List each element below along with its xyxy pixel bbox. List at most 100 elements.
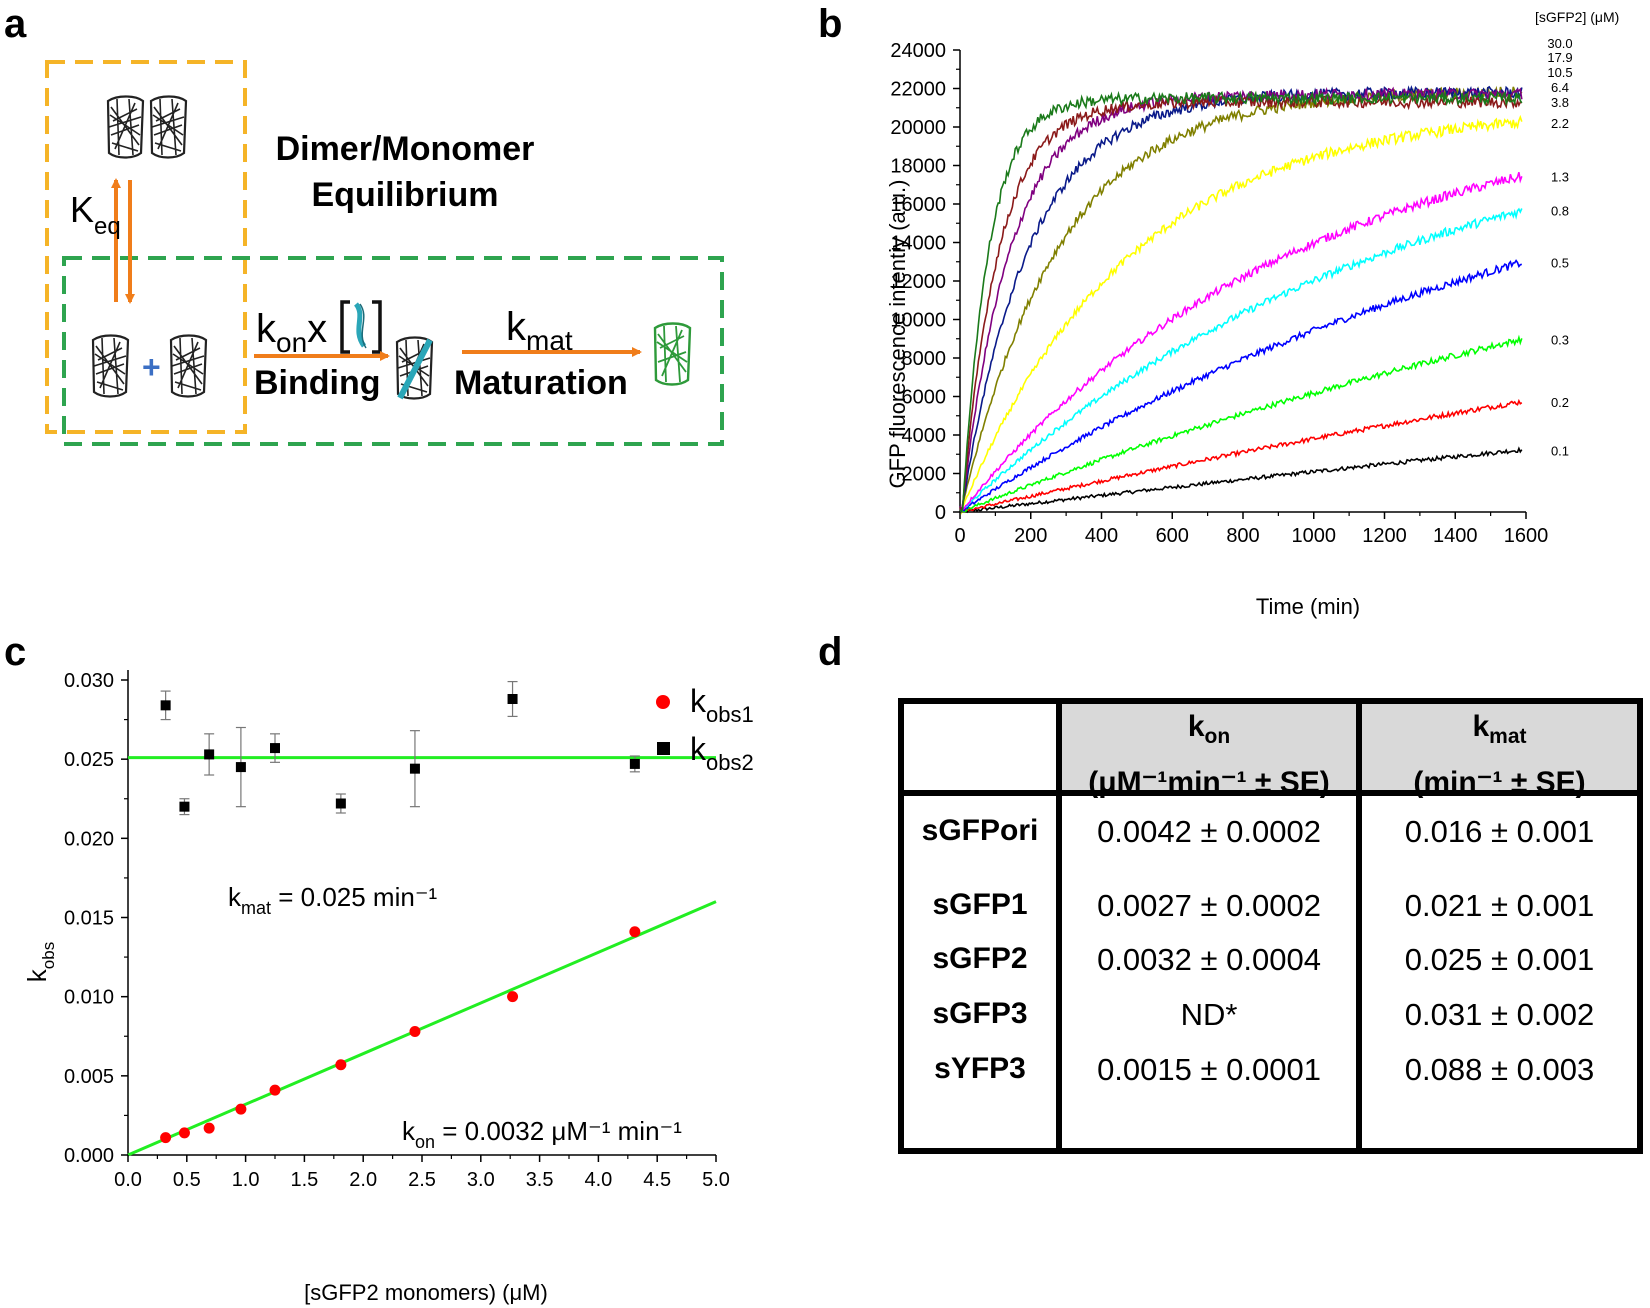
c-kobs2-point [204, 749, 215, 760]
b-y-tick-label: 22000 [890, 79, 946, 101]
b-series-label: 0.5 [1551, 255, 1569, 270]
b-series-line [959, 85, 1523, 513]
b-series-line [959, 446, 1523, 514]
b-series-label: 0.2 [1551, 395, 1569, 410]
c-kobs2-point [235, 762, 246, 773]
legend-kobs2-label: kobs2 [690, 731, 754, 775]
b-series-label: 2.2 [1551, 116, 1569, 131]
b-series-line [959, 90, 1523, 514]
legend-kobs1-label: kobs1 [690, 683, 754, 727]
header-kmat: kmat (min⁻¹ ± SE) [1413, 710, 1586, 799]
header-kon: kon (μM⁻¹min⁻¹ ± SE) [1088, 710, 1330, 799]
keq-label: Keq [70, 189, 121, 240]
c-kobs1-point [269, 1084, 281, 1096]
panel-a-scheme: Keq + konx Binding kmat Maturation Dimer… [45, 60, 724, 446]
b-y-tick-label: 20000 [890, 117, 946, 139]
b-y-tick-label: 24000 [890, 40, 946, 62]
row-kon: 0.0042 ± 0.0002 [1097, 814, 1321, 849]
c-x-tick-label: 4.5 [643, 1169, 671, 1191]
row-kmat: 0.031 ± 0.002 [1404, 997, 1595, 1032]
b-x-tick-label: 1000 [1292, 525, 1337, 547]
row-name: sGFP2 [932, 942, 1028, 975]
c-x-tick-label: 3.0 [467, 1169, 495, 1191]
b-y-tick-label: 14000 [890, 233, 946, 255]
panel-letter-a: a [4, 2, 27, 46]
row-kmat: 0.016 ± 0.001 [1404, 814, 1595, 849]
c-kobs1-point [203, 1122, 215, 1134]
b-x-tick-label: 400 [1085, 525, 1118, 547]
row-kmat: 0.025 ± 0.001 [1404, 942, 1595, 977]
b-y-tick-label: 16000 [890, 194, 946, 216]
b-series-label: 1.3 [1551, 169, 1569, 184]
row-name: sGFP3 [932, 997, 1028, 1030]
b-x-tick-label: 0 [954, 525, 965, 547]
row-kon: 0.0032 ± 0.0004 [1097, 942, 1321, 977]
panel-letter-d: d [818, 630, 843, 674]
b-series-line [959, 334, 1523, 513]
row-kmat: 0.021 ± 0.001 [1404, 888, 1595, 923]
c-kobs2-point [629, 758, 640, 769]
dimer-monomer-box [45, 60, 247, 434]
c-y-tick-label: 0.005 [64, 1066, 114, 1088]
b-y-tick-label: 0 [935, 502, 946, 524]
panel-letter-c: c [4, 630, 27, 674]
c-x-tick-label: 0.0 [114, 1169, 142, 1191]
binding-label: Binding [254, 364, 381, 402]
b-y-tick-label: 4000 [902, 425, 947, 447]
c-kobs1-point [178, 1127, 190, 1139]
c-x-tick-label: 2.0 [349, 1169, 377, 1191]
kon-annotation: kon = 0.0032 μM⁻¹ min⁻¹ [402, 1116, 682, 1152]
b-series-label: 17.9 [1547, 50, 1572, 65]
b-series-line [959, 85, 1523, 512]
b-x-tick-label: 1200 [1362, 525, 1407, 547]
legend-kobs2-marker [657, 742, 670, 755]
c-kobs2-point [160, 700, 171, 711]
scheme-title-line1: Dimer/Monomer [276, 130, 535, 168]
bound-complex-icon [395, 336, 434, 400]
c-kobs2-point [507, 694, 518, 704]
b-series-line [959, 86, 1523, 513]
c-kobs1-point [507, 991, 519, 1003]
row-name: sGFPori [921, 814, 1039, 847]
b-series-label: 0.8 [1551, 204, 1569, 219]
b-series-line [959, 114, 1523, 515]
row-kon: 0.0015 ± 0.0001 [1097, 1052, 1321, 1087]
b-x-axis-label: Time (min) [1256, 594, 1360, 619]
panel-d-table: kon (μM⁻¹min⁻¹ ± SE) kmat (min⁻¹ ± SE) s… [898, 698, 1643, 1154]
peptide-bracket-icon [340, 300, 382, 354]
c-kobs2-point [179, 801, 190, 812]
row-kmat: 0.088 ± 0.003 [1404, 1052, 1595, 1087]
c-x-tick-label: 4.0 [584, 1169, 612, 1191]
panel-c-chart: 0.0 0.5 1.0 1.5 2.0 2.5 3.0 3.5 4.0 4.5 5.0 0.000 0.… [22, 670, 754, 1305]
b-series-line [959, 259, 1523, 513]
b-y-tick-label: 2000 [902, 464, 947, 486]
b-x-tick-label: 200 [1014, 525, 1047, 547]
c-kobs1-point [235, 1103, 247, 1115]
b-series-line [959, 93, 1523, 513]
c-y-tick-label: 0.030 [64, 670, 114, 692]
kon-label: konx [256, 307, 327, 358]
c-fit-kon-line [127, 900, 717, 1157]
c-kobs2-point [335, 798, 346, 809]
b-y-tick-label: 18000 [890, 156, 946, 178]
scheme-title-line2: Equilibrium [312, 176, 499, 214]
panel-letter-b: b [818, 2, 843, 46]
c-x-tick-label: 2.5 [408, 1169, 436, 1191]
b-series-line [959, 398, 1523, 513]
row-name: sYFP3 [934, 1052, 1026, 1085]
row-name: sGFP1 [932, 888, 1028, 921]
panel-b-chart: 0 200 400 600 800 1000 1200 1400 160002000400060… [885, 9, 1619, 619]
c-kobs1-point [335, 1059, 347, 1071]
row-kon: 0.0027 ± 0.0002 [1097, 888, 1321, 923]
c-x-tick-label: 1.0 [232, 1169, 260, 1191]
c-kobs2-point [270, 743, 280, 754]
b-x-tick-label: 1400 [1433, 525, 1478, 547]
b-y-tick-label: 8000 [902, 348, 947, 370]
c-y-tick-label: 0.000 [64, 1145, 114, 1167]
c-kobs1-point [629, 926, 641, 938]
b-series-line [959, 171, 1523, 514]
b-x-tick-label: 600 [1156, 525, 1189, 547]
kmat-annotation: kmat = 0.025 min⁻¹ [228, 882, 438, 918]
maturation-label: Maturation [454, 364, 628, 402]
b-series-label: 30.0 [1547, 36, 1572, 51]
